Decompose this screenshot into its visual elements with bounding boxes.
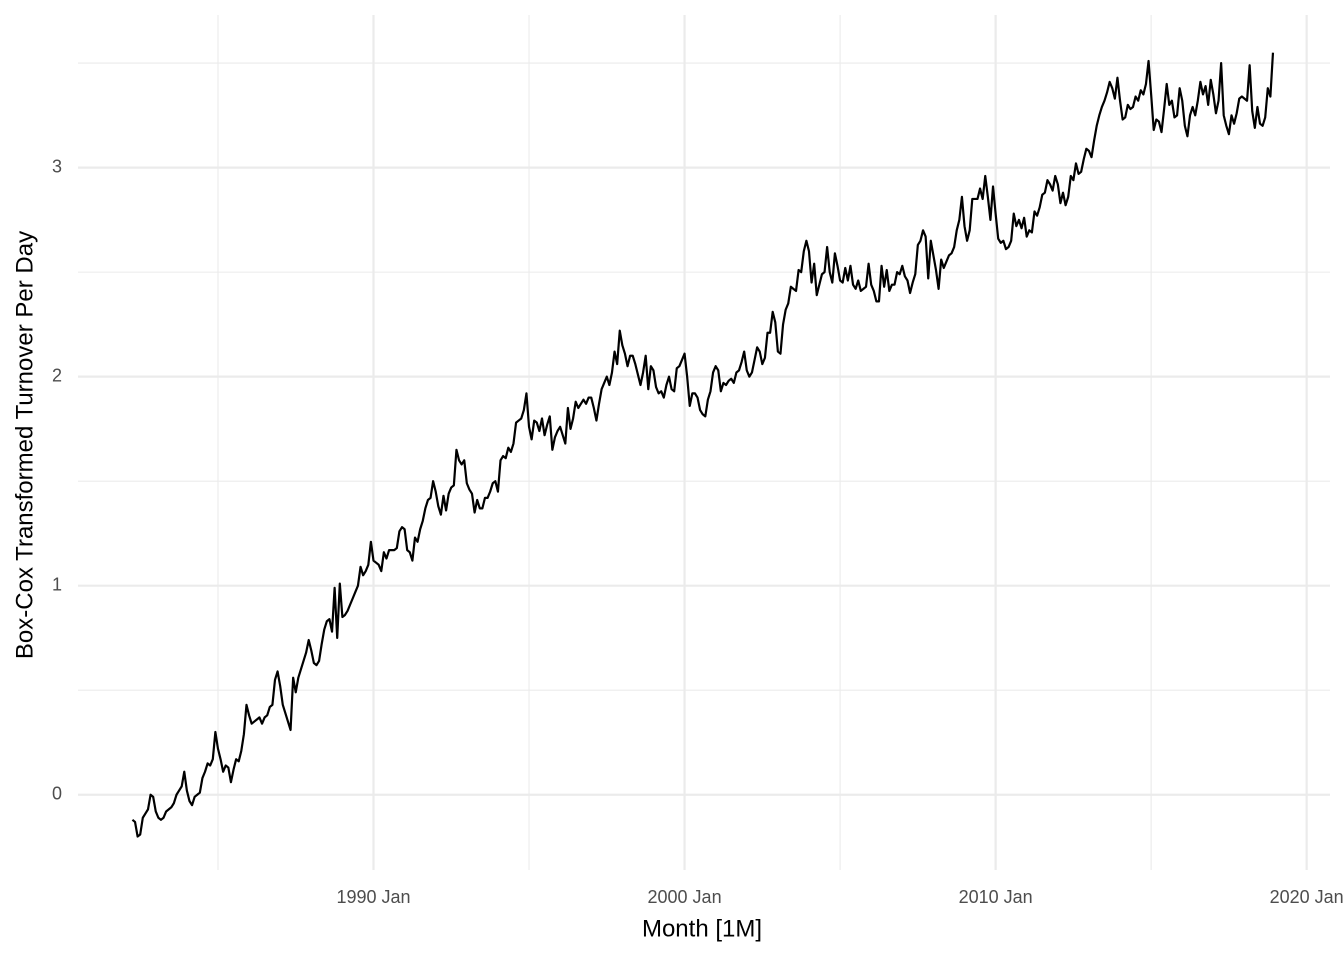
line — [131, 52, 1275, 838]
y-tick-label: 0 — [52, 783, 62, 803]
y-axis-title: Box-Cox Transformed Turnover Per Day — [11, 231, 38, 659]
x-tick-label: 1990 Jan — [336, 887, 410, 907]
x-tick-label: 2000 Jan — [648, 887, 722, 907]
x-tick-label: 2010 Jan — [959, 887, 1033, 907]
y-tick-label: 3 — [52, 156, 62, 176]
x-tick-label: 2020 Jan — [1270, 887, 1344, 907]
plot — [131, 52, 1275, 838]
x-axis-title: Month [1M] — [642, 915, 762, 942]
grid — [78, 15, 1330, 870]
y-tick-label: 2 — [52, 365, 62, 385]
y-tick-label: 1 — [52, 574, 62, 594]
